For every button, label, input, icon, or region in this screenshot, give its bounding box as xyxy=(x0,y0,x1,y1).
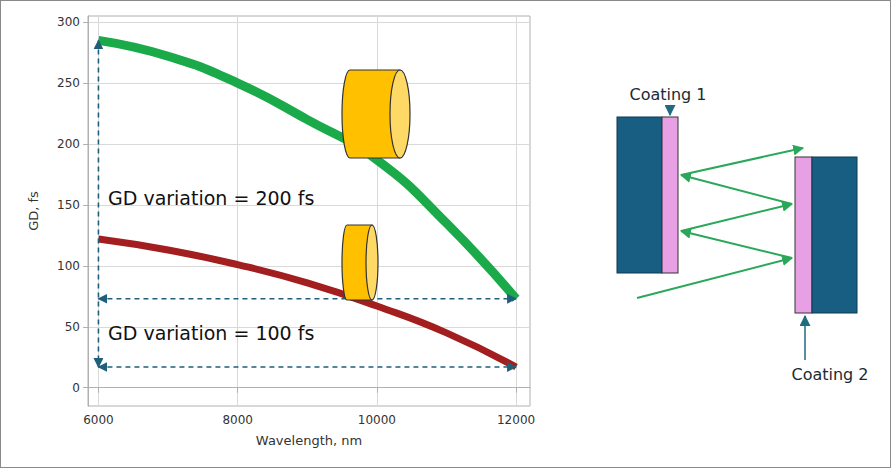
svg-text:6000: 6000 xyxy=(83,413,114,427)
svg-text:8000: 8000 xyxy=(222,413,253,427)
svg-text:GD variation = 200 fs: GD variation = 200 fs xyxy=(108,187,314,209)
svg-text:50: 50 xyxy=(65,320,80,334)
svg-text:Wavelength, nm: Wavelength, nm xyxy=(256,433,362,448)
svg-text:12000: 12000 xyxy=(497,413,535,427)
svg-text:10000: 10000 xyxy=(358,413,396,427)
svg-text:300: 300 xyxy=(57,15,80,29)
svg-text:250: 250 xyxy=(57,76,80,90)
svg-text:0: 0 xyxy=(72,381,80,395)
svg-text:Coating 2: Coating 2 xyxy=(791,365,868,384)
svg-text:Coating 1: Coating 1 xyxy=(629,85,706,104)
svg-text:GD variation = 100 fs: GD variation = 100 fs xyxy=(108,322,314,344)
svg-text:150: 150 xyxy=(57,198,80,212)
svg-text:200: 200 xyxy=(57,137,80,151)
svg-text:GD, fs: GD, fs xyxy=(26,191,41,231)
svg-text:100: 100 xyxy=(57,259,80,273)
